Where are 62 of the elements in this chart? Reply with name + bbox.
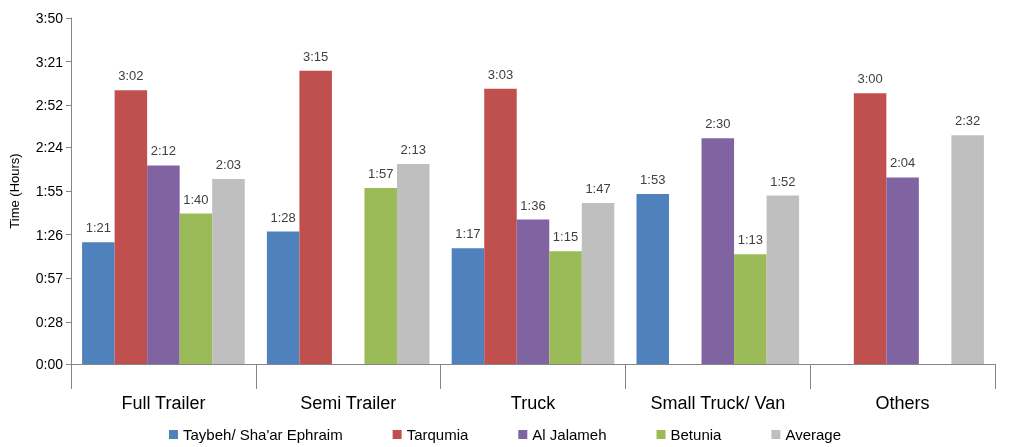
data-label: 2:03 <box>215 156 242 172</box>
data-label: 1:13 <box>737 232 763 248</box>
y-tick-label: 1:55 <box>35 183 64 199</box>
legend-label: Taybeh/ Sha'ar Ephraim <box>183 426 343 443</box>
bar <box>516 219 550 364</box>
bar <box>549 251 582 364</box>
data-label: 2:13 <box>400 141 426 157</box>
legend-label: Betunia <box>670 426 723 443</box>
bar <box>364 187 397 364</box>
bar <box>853 93 887 364</box>
y-tick-label: 3:21 <box>35 53 64 70</box>
x-tick-label: Truck <box>510 393 557 413</box>
y-tick-label: 0:28 <box>35 313 64 330</box>
data-label: 3:03 <box>487 66 514 82</box>
x-tick-label: Small Truck/ Van <box>650 393 786 413</box>
y-tick-label: 2:52 <box>35 97 64 114</box>
data-label: 3:02 <box>118 68 144 84</box>
data-label: 1:17 <box>455 226 481 242</box>
bar <box>114 90 148 364</box>
data-label: 1:53 <box>640 172 666 188</box>
bar <box>636 194 670 364</box>
data-label: 2:30 <box>705 116 731 132</box>
bar <box>951 135 984 364</box>
bar <box>484 88 517 364</box>
data-label: 1:47 <box>585 181 611 197</box>
data-label: 3:15 <box>303 48 329 64</box>
data-label: 1:40 <box>183 191 209 207</box>
bar <box>396 163 430 364</box>
x-tick-label: Others <box>875 393 930 413</box>
x-tick-label: Semi Trailer <box>300 393 397 413</box>
bar <box>581 203 615 364</box>
bar <box>266 231 300 364</box>
data-label: 1:36 <box>520 197 546 213</box>
y-tick-label: 1:26 <box>35 226 64 243</box>
bar <box>886 177 919 364</box>
data-label: 1:57 <box>368 165 394 181</box>
y-axis-title: Time (Hours) <box>7 153 22 229</box>
bar <box>179 213 213 364</box>
bar <box>212 178 245 364</box>
data-label: 2:32 <box>954 113 981 129</box>
data-label: 1:15 <box>552 229 579 245</box>
data-label: 2:12 <box>150 143 177 159</box>
data-label: 3:00 <box>857 71 883 87</box>
legend-label: Al Jalameh <box>532 426 607 443</box>
legend-label: Tarqumia <box>406 426 469 443</box>
y-tick-label: 0:00 <box>35 356 64 372</box>
data-label: 1:52 <box>770 173 796 189</box>
data-label: 2:04 <box>889 155 916 171</box>
data-label: 1:21 <box>85 220 112 236</box>
bar <box>451 248 485 364</box>
bar <box>147 165 180 364</box>
bar <box>82 242 115 364</box>
y-tick-label: 3:50 <box>35 10 64 26</box>
bar <box>766 195 800 364</box>
x-tick-label: Full Trailer <box>121 393 206 413</box>
y-tick-label: 2:24 <box>35 139 64 156</box>
data-label: 1:28 <box>270 209 296 225</box>
y-tick-label: 0:57 <box>35 270 64 287</box>
bar <box>734 254 767 364</box>
legend-label: Average <box>785 426 841 443</box>
bar <box>701 138 735 364</box>
bar <box>299 70 332 364</box>
